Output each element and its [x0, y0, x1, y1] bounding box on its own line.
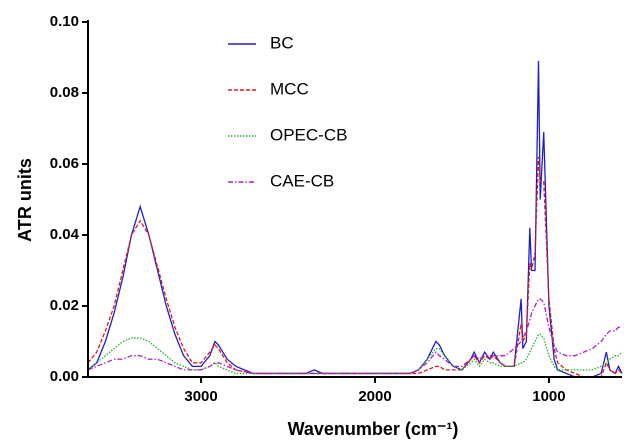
y-tick-label: 0.08 [50, 84, 79, 101]
y-tick-label: 0.02 [50, 297, 79, 314]
series-line [88, 298, 622, 375]
y-tick-label: 0.06 [50, 155, 79, 172]
series-line [88, 61, 623, 378]
legend-label: OPEC-CB [270, 125, 347, 144]
y-tick-label: 0.04 [50, 226, 80, 243]
y-tick-label: 0.00 [50, 368, 79, 385]
x-axis-title: Wavenumber (cm⁻¹) [288, 419, 459, 439]
y-axis-title: ATR units [15, 158, 35, 242]
legend-label: CAE-CB [270, 171, 334, 190]
plot-area [88, 61, 623, 378]
legend-label: MCC [270, 79, 309, 98]
x-tick-label: 1000 [532, 388, 565, 405]
series-line [88, 156, 623, 378]
x-tick-label: 3000 [184, 388, 217, 405]
x-tick-label: 2000 [358, 388, 391, 405]
series-line [88, 333, 623, 375]
y-tick-label: 0.10 [50, 13, 79, 30]
legend-label: BC [270, 33, 294, 52]
